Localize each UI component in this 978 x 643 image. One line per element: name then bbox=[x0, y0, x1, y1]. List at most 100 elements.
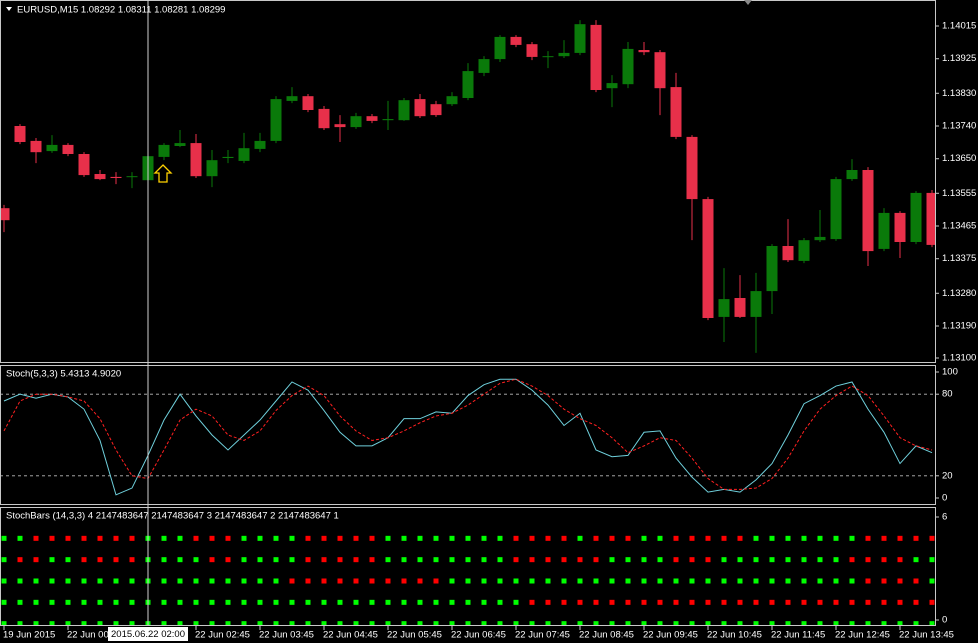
stoch-dot bbox=[529, 578, 535, 584]
stoch-dot bbox=[209, 578, 215, 584]
stoch-dot bbox=[273, 557, 279, 563]
candle-body bbox=[78, 154, 90, 176]
candle-body bbox=[270, 99, 282, 141]
stoch-dot bbox=[241, 578, 247, 584]
stoch-panel-frame bbox=[0, 365, 936, 505]
stoch-dot bbox=[625, 535, 631, 541]
candle-body bbox=[414, 99, 426, 117]
stoch-dot bbox=[1, 535, 7, 541]
stoch-dot bbox=[593, 599, 599, 605]
stoch-dot bbox=[129, 578, 135, 584]
stoch-dot bbox=[289, 621, 295, 625]
x-tick-label: 22 Jun 00 bbox=[67, 630, 109, 641]
stoch-dot bbox=[337, 535, 343, 541]
y-tick-label: 20 bbox=[942, 470, 953, 481]
stoch-dot bbox=[609, 535, 615, 541]
y-tick-label: 1.13100 bbox=[942, 353, 976, 364]
stoch-dot bbox=[689, 621, 695, 625]
stoch-dot bbox=[113, 599, 119, 605]
stoch-dot bbox=[257, 557, 263, 563]
stoch-dot bbox=[625, 578, 631, 584]
stoch-dot bbox=[193, 599, 199, 605]
stoch-dot bbox=[817, 578, 823, 584]
stoch-dot bbox=[513, 578, 519, 584]
stoch-dot bbox=[273, 621, 279, 625]
stoch-dot bbox=[753, 621, 759, 625]
stoch-dot bbox=[657, 599, 663, 605]
stoch-dot bbox=[337, 578, 343, 584]
stoch-dot bbox=[385, 535, 391, 541]
stoch-dot bbox=[241, 557, 247, 563]
stoch-dot bbox=[481, 621, 487, 625]
stoch-dot bbox=[721, 621, 727, 625]
stoch-dot bbox=[529, 599, 535, 605]
stoch-dot bbox=[689, 557, 695, 563]
stoch-dot bbox=[401, 557, 407, 563]
stoch-dot bbox=[561, 621, 567, 625]
candle-body bbox=[862, 170, 874, 252]
stoch-dot bbox=[225, 557, 231, 563]
stoch-dot bbox=[353, 557, 359, 563]
stoch-dot bbox=[81, 599, 87, 605]
stoch-dot bbox=[17, 535, 23, 541]
x-tick-label: 22 Jun 09:45 bbox=[643, 630, 698, 641]
stoch-dot bbox=[865, 621, 871, 625]
stoch-dot bbox=[529, 535, 535, 541]
stoch-dot bbox=[65, 578, 71, 584]
stoch-dot bbox=[673, 599, 679, 605]
candle-body bbox=[702, 199, 714, 318]
x-tick-label: 22 Jun 10:45 bbox=[707, 630, 762, 641]
stoch-dot bbox=[769, 535, 775, 541]
stoch-dot bbox=[593, 535, 599, 541]
candle-body bbox=[462, 71, 474, 98]
stoch-dot bbox=[241, 535, 247, 541]
stoch-dot bbox=[289, 535, 295, 541]
candle-body bbox=[878, 212, 890, 249]
candle-body bbox=[254, 140, 266, 149]
stoch-dot bbox=[641, 599, 647, 605]
stoch-dot bbox=[913, 535, 919, 541]
stoch-dot bbox=[689, 535, 695, 541]
stoch-dot bbox=[433, 578, 439, 584]
candle-body bbox=[62, 144, 74, 154]
candle-body bbox=[654, 52, 666, 89]
x-tick-label: 22 Jun 03:45 bbox=[259, 630, 314, 641]
x-tick-label: 22 Jun 07:45 bbox=[515, 630, 570, 641]
stoch-dot bbox=[369, 621, 375, 625]
stoch-dot bbox=[561, 535, 567, 541]
stoch-dot bbox=[657, 557, 663, 563]
stoch-dot bbox=[49, 621, 55, 625]
stoch-dot bbox=[33, 599, 39, 605]
stoch-dot bbox=[801, 621, 807, 625]
stoch-dot bbox=[481, 599, 487, 605]
stoch-dot bbox=[577, 535, 583, 541]
stoch-dot bbox=[465, 535, 471, 541]
stoch-dot bbox=[513, 621, 519, 625]
x-tick-label: 22 Jun 08:45 bbox=[579, 630, 634, 641]
stoch-dot bbox=[897, 557, 903, 563]
candle-body bbox=[478, 59, 490, 73]
stoch-dot bbox=[81, 621, 87, 625]
stoch-dot bbox=[801, 599, 807, 605]
candle-body bbox=[94, 174, 106, 180]
menu-triangle[interactable] bbox=[6, 7, 12, 11]
stoch-dot bbox=[833, 599, 839, 605]
stoch-dot bbox=[305, 621, 311, 625]
candle-body bbox=[382, 119, 394, 121]
stoch-dot bbox=[305, 599, 311, 605]
stoch-dot bbox=[545, 535, 551, 541]
stoch-dot bbox=[113, 557, 119, 563]
stoch-dot bbox=[737, 599, 743, 605]
stoch-dot bbox=[449, 535, 455, 541]
stoch-dot bbox=[913, 557, 919, 563]
stoch-dot bbox=[273, 599, 279, 605]
stoch-dot bbox=[97, 578, 103, 584]
candle-body bbox=[782, 246, 794, 261]
stoch-dot bbox=[305, 578, 311, 584]
candle-body bbox=[590, 24, 602, 91]
y-tick-label: 100 bbox=[942, 367, 958, 378]
stoch-dot bbox=[433, 599, 439, 605]
stoch-dot bbox=[513, 535, 519, 541]
stoch-dot bbox=[673, 621, 679, 625]
stoch-dot bbox=[49, 578, 55, 584]
